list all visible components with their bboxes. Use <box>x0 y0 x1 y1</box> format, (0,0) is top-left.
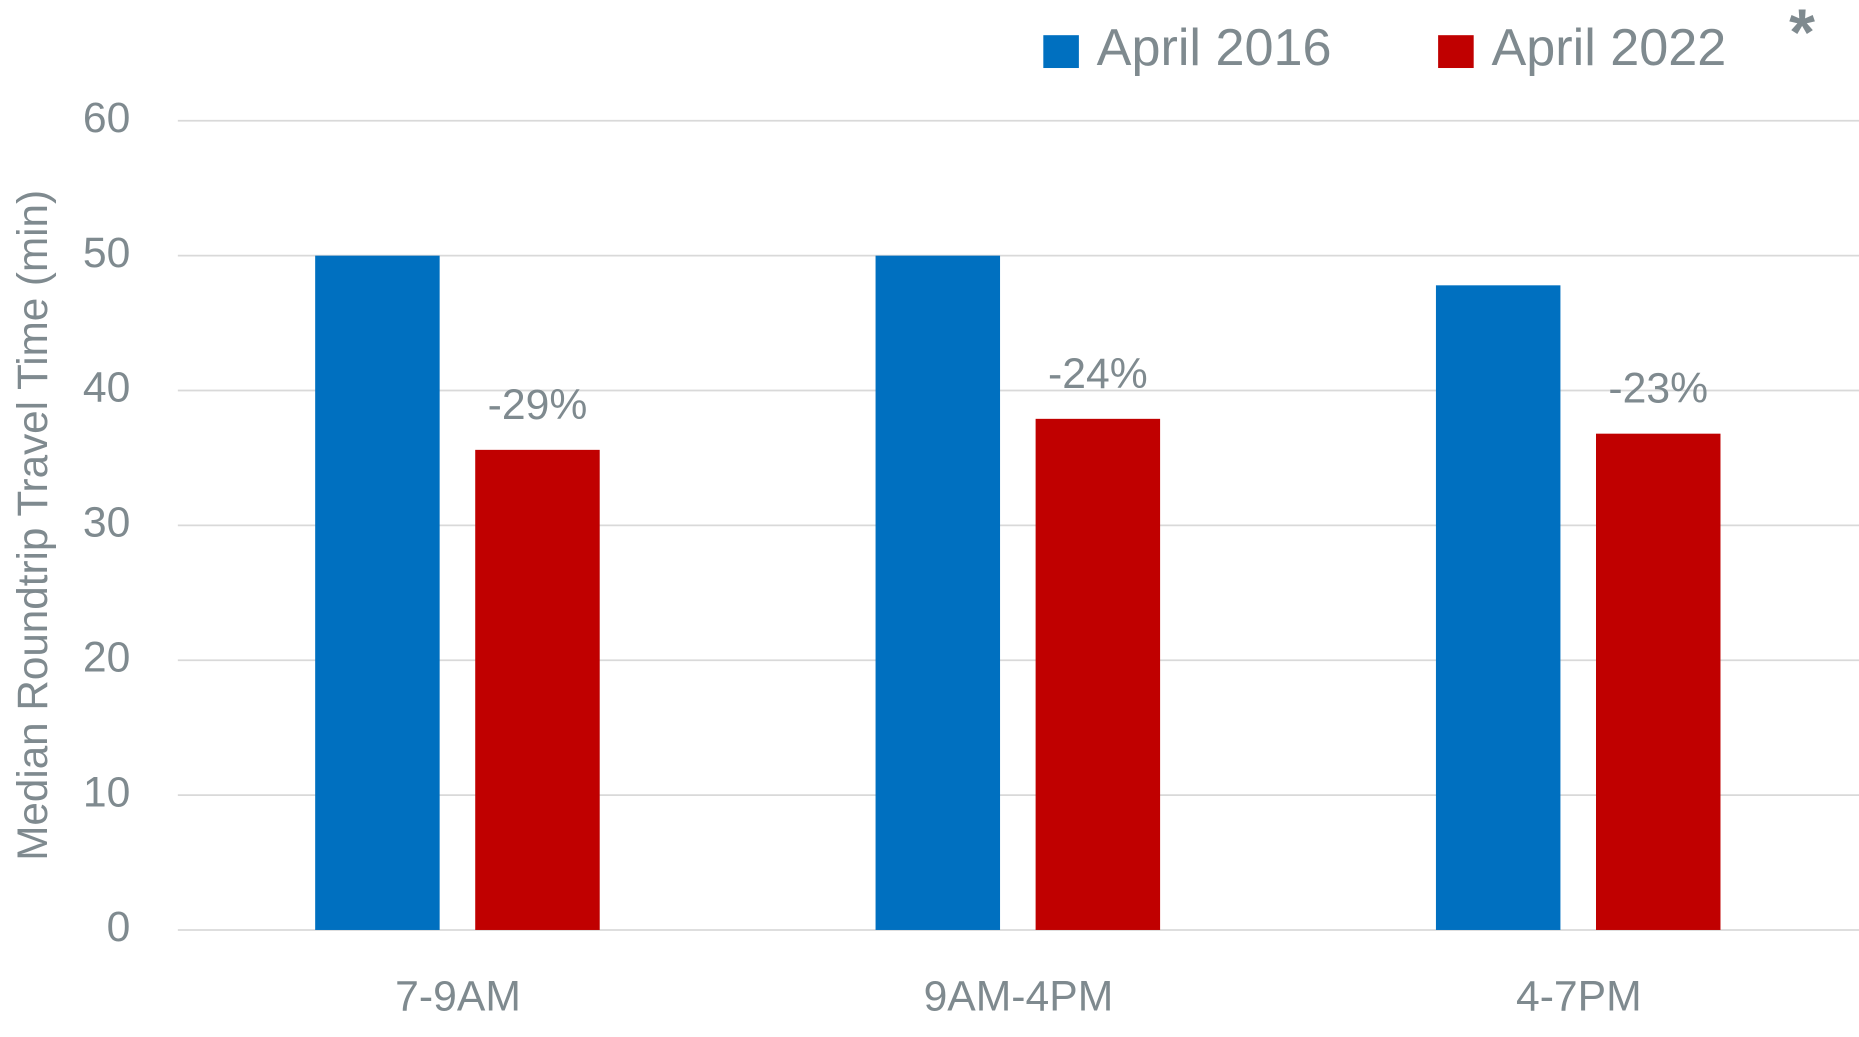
x-tick-label: 9AM-4PM <box>924 973 1114 1020</box>
legend-note: * <box>1789 0 1815 69</box>
y-tick-label: 40 <box>83 364 130 411</box>
bar <box>1595 433 1721 930</box>
x-tick-label: 4-7PM <box>1516 973 1642 1020</box>
bar <box>475 449 600 930</box>
y-tick-label: 60 <box>83 94 130 141</box>
y-tick-label: 20 <box>83 634 130 681</box>
legend-swatch <box>1043 35 1079 69</box>
bar <box>875 255 1001 930</box>
legend-label: April 2016 <box>1097 18 1332 76</box>
y-tick-label: 0 <box>107 903 131 950</box>
bar <box>315 255 440 930</box>
legend-label: April 2022 <box>1491 18 1726 76</box>
y-tick-label: 10 <box>83 768 130 815</box>
bar <box>1035 418 1161 930</box>
y-tick-label: 50 <box>83 229 130 276</box>
legend-swatch <box>1438 35 1474 69</box>
x-tick-label: 7-9AM <box>395 973 521 1020</box>
change-label: -23% <box>1608 365 1708 412</box>
y-tick-label: 30 <box>83 499 130 546</box>
bar <box>1435 285 1561 930</box>
change-label: -29% <box>488 381 588 428</box>
y-axis-label: Median Roundtrip Travel Time (min) <box>9 190 56 861</box>
change-label: -24% <box>1048 350 1148 397</box>
